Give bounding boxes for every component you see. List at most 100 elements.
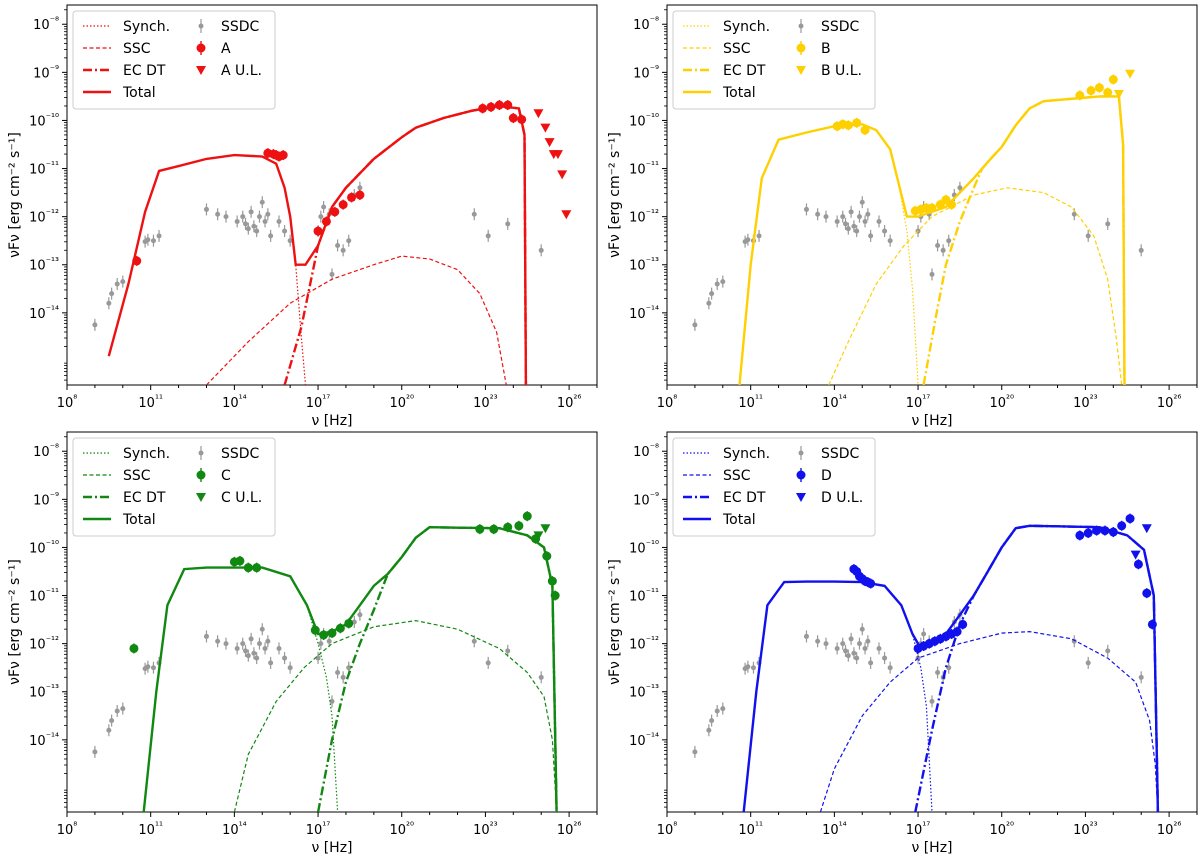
x-tick-label: 10¹¹ — [738, 821, 763, 839]
ssdc-point — [840, 214, 846, 220]
data-point — [947, 200, 957, 210]
data-point — [278, 150, 288, 160]
data-point — [319, 630, 329, 640]
ssdc-point — [865, 211, 871, 217]
ssdc-point — [256, 214, 262, 220]
data-point — [927, 203, 937, 213]
upper-limit-marker — [540, 524, 551, 534]
legend-box — [672, 437, 876, 537]
plot-frame — [666, 4, 1198, 386]
legend-box — [72, 10, 276, 110]
ssdc-point — [845, 653, 851, 659]
legend-label: SSDC — [821, 19, 860, 35]
legend: Synch. SSC EC DT Total SSDC A A U.L. — [72, 10, 276, 110]
ssdc-point — [485, 233, 491, 239]
ssc-curve — [828, 187, 1123, 385]
ssdc-point — [745, 237, 751, 243]
ssdc-point — [109, 291, 115, 297]
data-point — [478, 103, 488, 113]
ssdc-point — [921, 631, 927, 637]
x-tick-label: 10²⁶ — [557, 821, 582, 839]
x-tick-label: 10²⁰ — [389, 821, 414, 839]
x-tick-label: 10¹⁷ — [906, 394, 931, 412]
ssdc-point — [321, 204, 327, 210]
ssdc-point — [109, 718, 115, 724]
y-tick-label: 10⁻¹⁴ — [29, 731, 59, 749]
legend-sample-data — [196, 43, 206, 53]
ssdc-point — [720, 706, 726, 712]
synch-curve — [108, 154, 307, 385]
x-tick-label: 10¹¹ — [138, 394, 163, 412]
y-tick-label: 10⁻¹⁰ — [29, 112, 59, 130]
ssdc-point — [248, 636, 254, 642]
x-tick-label: 10¹¹ — [138, 821, 163, 839]
ssdc-point — [259, 199, 265, 205]
y-axis-label: νFν [erg cm⁻² s⁻¹] — [7, 132, 23, 258]
ssdc-point — [745, 664, 751, 670]
panel-a: 10⁸ 10¹¹ 10¹⁴ 10¹⁷ 10²⁰ 10²³ 10²⁶ 10⁻¹⁴ 10⁻¹³ 10⁻… — [7, 4, 598, 429]
ssdc-point — [1071, 211, 1077, 217]
legend: Synch. SSC EC DT Total SSDC D D U.L. — [672, 437, 876, 537]
ssdc-point — [845, 226, 851, 232]
legend-sample-ssdc — [798, 450, 804, 456]
ssdc-point — [145, 237, 151, 243]
y-tick-label: 10⁻⁹ — [633, 64, 659, 82]
data-point — [1125, 514, 1135, 524]
x-tick-label: 10⁸ — [57, 821, 78, 839]
y-tick-label: 10⁻¹¹ — [629, 587, 659, 605]
data-point — [1100, 526, 1110, 536]
ssdc-point — [929, 698, 935, 704]
data-point — [866, 579, 876, 589]
x-tick-label: 10¹⁴ — [822, 394, 847, 412]
y-tick-label: 10⁻¹⁰ — [629, 539, 659, 557]
x-tick-label: 10¹⁴ — [222, 394, 247, 412]
ssdc-point — [254, 228, 260, 234]
data-point — [310, 625, 320, 635]
ssdc-point — [340, 247, 346, 253]
legend-sample-data — [196, 470, 206, 480]
ssdc-point — [709, 291, 715, 297]
ssdc-point — [318, 641, 324, 647]
y-tick-label: 10⁻¹¹ — [29, 587, 59, 605]
ssdc-point — [326, 638, 332, 644]
plot-area — [92, 511, 560, 812]
ssdc-point — [203, 206, 209, 212]
data-point — [321, 216, 331, 226]
x-tick-label: 10⁸ — [57, 394, 78, 412]
total-curve — [107, 104, 528, 385]
legend-label: SSDC — [821, 446, 860, 462]
x-tick-label: 10²³ — [473, 821, 498, 839]
y-tick-label: 10⁻¹² — [629, 208, 659, 226]
y-tick-label: 10⁻¹² — [29, 635, 59, 653]
data-point — [1086, 86, 1096, 96]
ssdc-point — [876, 645, 882, 651]
data-point — [1092, 526, 1102, 536]
ssdc-point — [876, 218, 882, 224]
ssdc-point — [859, 199, 865, 205]
ssdc-point — [957, 185, 963, 191]
ssdc-point — [714, 281, 720, 287]
ssdc-point — [803, 633, 809, 639]
y-tick-label: 10⁻¹² — [629, 635, 659, 653]
ssdc-point — [223, 214, 229, 220]
ssdc-point — [471, 638, 477, 644]
ssc-curve — [206, 255, 507, 385]
data-point — [1083, 528, 1093, 538]
ssdc-point — [245, 653, 251, 659]
ssdc-point — [120, 279, 126, 285]
data-point — [1094, 83, 1104, 93]
ssdc-point — [346, 665, 352, 671]
y-axis-label: νFν [erg cm⁻² s⁻¹] — [607, 132, 623, 258]
data-point — [503, 100, 513, 110]
data-point — [1075, 530, 1085, 540]
legend-label: A — [221, 41, 231, 57]
ssdc-point — [357, 612, 363, 618]
ssdc-point — [823, 641, 829, 647]
legend: Synch. SSC EC DT Total SSDC C C U.L. — [72, 437, 276, 537]
x-tick-label: 10²⁰ — [989, 821, 1014, 839]
ssdc-point — [215, 638, 221, 644]
upper-limit-marker — [533, 531, 544, 541]
y-axis-label: νFν [erg cm⁻² s⁻¹] — [607, 559, 623, 685]
ssdc-point — [245, 226, 251, 232]
